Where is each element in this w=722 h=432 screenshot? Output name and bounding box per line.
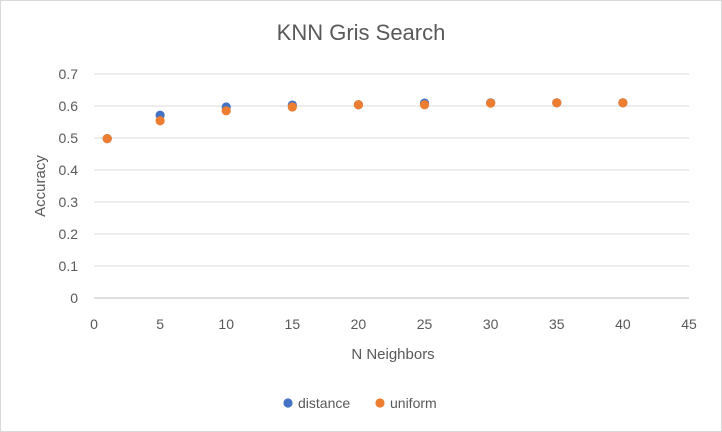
y-tick-label: 0.4 bbox=[59, 162, 79, 178]
x-tick-label: 25 bbox=[417, 316, 433, 332]
data-point-uniform bbox=[287, 102, 297, 112]
legend-marker-distance bbox=[283, 398, 293, 408]
data-point-uniform bbox=[419, 100, 430, 110]
y-tick-labels: 0 0.1 0.2 0.3 0.4 0.5 0.6 0.7 bbox=[59, 66, 79, 306]
y-axis-label: Accuracy bbox=[32, 155, 49, 217]
data-point-uniform bbox=[618, 98, 628, 108]
data-point-uniform bbox=[486, 98, 496, 108]
x-axis-label: N Neighbors bbox=[351, 346, 434, 363]
data-point-uniform bbox=[552, 98, 562, 108]
x-tick-label: 35 bbox=[549, 316, 565, 332]
data-points bbox=[102, 98, 628, 144]
x-tick-label: 0 bbox=[90, 316, 98, 332]
legend-label-distance: distance bbox=[298, 395, 350, 411]
y-tick-label: 0 bbox=[70, 290, 78, 306]
x-tick-label: 15 bbox=[285, 316, 301, 332]
legend-label-uniform: uniform bbox=[390, 395, 437, 411]
y-tick-label: 0.5 bbox=[59, 130, 79, 146]
y-tick-label: 0.2 bbox=[59, 226, 79, 242]
data-point-uniform bbox=[353, 100, 364, 110]
x-tick-label: 40 bbox=[615, 316, 631, 332]
x-tick-label: 10 bbox=[218, 316, 234, 332]
data-point-uniform bbox=[155, 116, 165, 126]
gridlines bbox=[94, 73, 689, 299]
y-tick-label: 0.7 bbox=[59, 66, 79, 82]
x-tick-label: 30 bbox=[483, 316, 499, 332]
data-point-uniform bbox=[221, 106, 231, 116]
x-tick-label: 20 bbox=[351, 316, 367, 332]
y-tick-label: 0.6 bbox=[59, 98, 79, 114]
series-distance bbox=[102, 98, 628, 144]
legend-marker-uniform bbox=[375, 398, 385, 408]
series-uniform bbox=[102, 98, 628, 144]
data-point-uniform bbox=[102, 134, 112, 144]
y-tick-label: 0.1 bbox=[59, 258, 79, 274]
x-tick-labels: 0 5 10 15 20 25 30 35 40 45 bbox=[90, 316, 697, 332]
legend: distance uniform bbox=[283, 395, 437, 411]
chart-title: KNN Gris Search bbox=[277, 20, 446, 45]
x-tick-label: 45 bbox=[681, 316, 697, 332]
x-tick-label: 5 bbox=[156, 316, 164, 332]
y-tick-label: 0.3 bbox=[59, 194, 79, 210]
